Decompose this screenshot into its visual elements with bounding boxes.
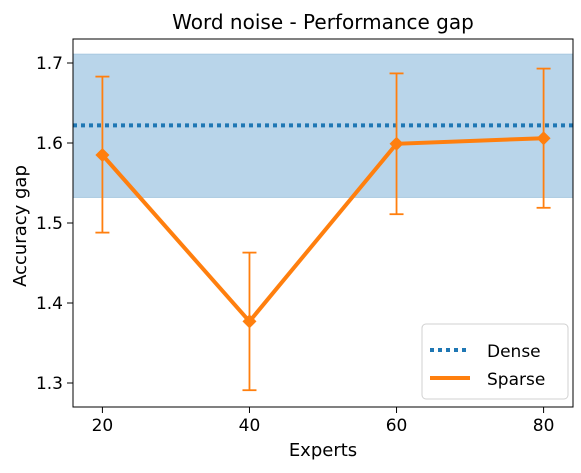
y-tick-label: 1.4 bbox=[36, 294, 63, 314]
sparse-data-point bbox=[95, 148, 110, 162]
plot-layer bbox=[72, 53, 574, 392]
sparse-series-line bbox=[100, 136, 544, 325]
y-tick-label: 1.5 bbox=[36, 214, 63, 234]
y-axis-label: Accuracy gap bbox=[10, 165, 31, 287]
legend: Dense Sparse bbox=[421, 323, 569, 400]
legend-sparse-label: Sparse bbox=[487, 370, 545, 390]
x-tick-label: 20 bbox=[92, 416, 114, 436]
sparse-data-point bbox=[536, 131, 551, 146]
sparse-data-point bbox=[242, 314, 257, 329]
y-tick-label: 1.6 bbox=[36, 134, 63, 154]
axes-layer: 20 40 60 80 1.3 1.4 1.5 1.6 1.7 bbox=[36, 38, 574, 436]
y-tick-label: 1.7 bbox=[36, 54, 63, 74]
x-tick-label: 60 bbox=[386, 416, 408, 436]
sparse-data-point bbox=[389, 136, 404, 151]
y-tick-label: 1.3 bbox=[36, 374, 63, 394]
legend-dense-label: Dense bbox=[487, 342, 541, 362]
x-tick-label: 80 bbox=[533, 416, 555, 436]
x-axis-label: Experts bbox=[289, 440, 357, 461]
legend-box bbox=[421, 323, 569, 400]
chart-title: Word noise - Performance gap bbox=[172, 10, 474, 34]
x-tick-label: 40 bbox=[239, 416, 261, 436]
